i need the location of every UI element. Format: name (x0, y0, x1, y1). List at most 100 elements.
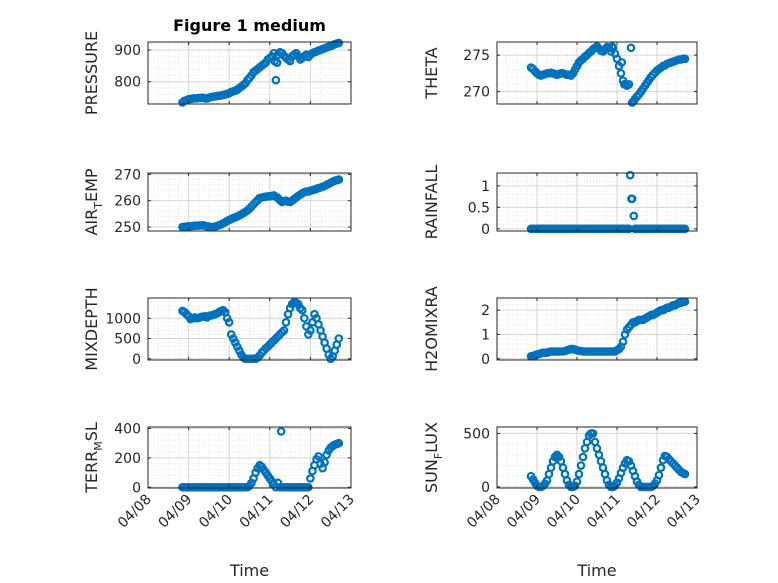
y-tick-label: 200 (114, 451, 141, 467)
y-tick-label: 2 (481, 303, 490, 319)
x-tick-label: 04/08 (115, 492, 155, 532)
data-point (618, 337, 628, 347)
data-point (272, 58, 282, 67)
y-axis-label-rest: LUX (422, 422, 441, 453)
axes-box (147, 297, 352, 361)
data-point (306, 474, 315, 483)
x-tick-label: 04/13 (664, 492, 704, 532)
subplot-7: 0 200 400 04/08 04/09 04/10 04/11 04/12 04/13 Tim… (82, 421, 358, 580)
axes-box (496, 41, 698, 105)
y-tick-label: 1000 (105, 311, 141, 327)
data-point (334, 38, 344, 48)
y-axis-label-subscript: M (92, 441, 105, 451)
y-tick-label: 800 (114, 75, 141, 91)
x-tick-label: 04/09 (504, 492, 544, 532)
x-axis-label: Time (576, 561, 616, 580)
y-axis-label: H2OMIXRA (422, 286, 441, 372)
data-point (572, 477, 582, 486)
y-tick-label: 0 (481, 480, 490, 496)
data-point (314, 452, 323, 461)
y-axis-label: SUNFLUX (422, 422, 445, 493)
y-tick-label: 0 (481, 352, 490, 368)
data-point (276, 427, 286, 436)
subplot-8: 0 500 04/08 04/09 04/10 04/11 04/12 04/13 Time SU… (422, 422, 704, 580)
x-tick-label: 04/12 (277, 492, 317, 532)
data-point (306, 326, 315, 335)
data-point (334, 175, 344, 184)
y-axis-label-main: TERR (82, 451, 101, 494)
data-point (304, 482, 313, 492)
y-tick-label: 500 (463, 426, 490, 442)
y-tick-label: 900 (114, 43, 141, 59)
axes-box (496, 172, 698, 232)
data-point (627, 194, 637, 204)
y-tick-label: 0.5 (468, 200, 490, 216)
y-tick-label: 500 (114, 332, 141, 348)
y-axis-label: MIXDEPTH (82, 287, 101, 370)
chart-title: Figure 1 medium (173, 16, 326, 35)
x-tick-label: 04/09 (156, 492, 196, 532)
y-axis-label: RAINFALL (422, 165, 441, 240)
data-point (279, 326, 289, 335)
data-point (624, 80, 634, 89)
subplot-3: 250 260 270 AIRTEMP (82, 167, 352, 236)
data-point (626, 43, 636, 53)
data-point (680, 54, 690, 64)
y-axis-label: THETA (422, 47, 441, 99)
axes-box (147, 41, 352, 105)
y-tick-label: 0 (132, 480, 141, 496)
data-point (224, 318, 234, 327)
data-point (334, 438, 344, 448)
data-point (625, 170, 635, 180)
data-point (281, 318, 291, 327)
x-tick-label: 04/10 (544, 492, 584, 532)
x-axis-label: Time (229, 561, 269, 580)
data-point (680, 469, 690, 479)
x-tick-label: 04/13 (318, 492, 358, 532)
x-tick-label: 04/11 (237, 492, 277, 532)
data-point (654, 470, 664, 480)
data-point (334, 334, 344, 343)
data-point (629, 211, 639, 221)
data-point (588, 429, 598, 438)
data-point (300, 313, 309, 323)
data-point (656, 463, 666, 472)
axes-box (496, 426, 698, 489)
y-tick-label: 250 (114, 220, 141, 236)
y-axis-label-rest: EMP (82, 168, 101, 202)
y-axis-label-main: SUN (422, 459, 441, 493)
y-tick-label: 275 (463, 48, 490, 64)
y-tick-label: 1 (481, 179, 490, 195)
data-point (271, 75, 281, 85)
y-tick-label: 260 (114, 194, 141, 210)
x-tick-label: 04/11 (584, 492, 624, 532)
y-tick-label: 0 (132, 352, 141, 368)
y-axis-label: AIRTEMP (82, 168, 105, 235)
y-tick-label: 400 (114, 421, 141, 437)
y-axis-label-rest: SL (82, 422, 101, 441)
data-point (578, 452, 588, 462)
data-point (320, 457, 329, 467)
data-point (297, 305, 307, 315)
axes-box (496, 297, 698, 361)
subplot-1: 800 900 PRESSURE Figure 1 medium (82, 16, 352, 115)
y-axis-label: PRESSURE (82, 31, 101, 115)
x-tick-label: 04/08 (464, 492, 504, 532)
subplot-6: 0 1 2 H2OMIXRA (422, 286, 698, 372)
y-axis-label: TERRMSL (82, 422, 105, 494)
data-point (616, 69, 626, 78)
data-point (680, 224, 690, 234)
axes-box (147, 172, 352, 232)
y-tick-label: 1 (481, 327, 490, 343)
x-tick-label: 04/12 (624, 492, 664, 532)
data-point (617, 58, 627, 67)
y-tick-label: 270 (463, 85, 490, 101)
data-point (574, 469, 584, 479)
y-tick-label: 270 (114, 167, 141, 183)
y-axis-label-main: AIR (82, 209, 101, 236)
y-tick-label: 0 (481, 222, 490, 238)
data-point (576, 461, 586, 470)
